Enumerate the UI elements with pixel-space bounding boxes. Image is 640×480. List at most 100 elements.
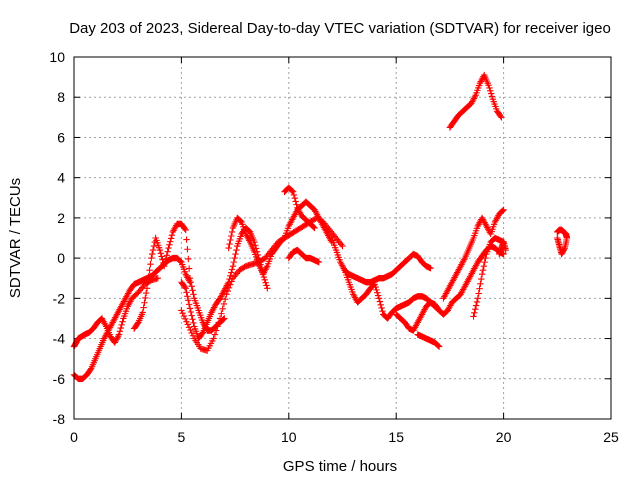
data-point bbox=[178, 307, 185, 314]
series-track-12 bbox=[414, 331, 443, 350]
data-point bbox=[500, 206, 507, 214]
data-point bbox=[182, 285, 189, 292]
x-tick-label: 0 bbox=[70, 429, 78, 445]
data-point bbox=[168, 231, 176, 239]
data-point bbox=[220, 316, 227, 323]
data-point bbox=[185, 297, 192, 304]
data-point bbox=[219, 305, 226, 312]
data-point bbox=[487, 87, 494, 94]
series-track-7 bbox=[281, 184, 318, 232]
data-point bbox=[374, 292, 382, 299]
series-track-15 bbox=[496, 238, 509, 258]
data-points bbox=[70, 71, 571, 382]
data-point bbox=[311, 224, 318, 232]
data-point bbox=[187, 308, 195, 316]
data-point bbox=[481, 258, 488, 266]
data-point bbox=[291, 194, 299, 202]
data-point bbox=[182, 315, 189, 323]
data-point bbox=[482, 254, 489, 262]
data-point bbox=[143, 285, 151, 292]
data-point bbox=[280, 235, 287, 243]
chart-title: Day 203 of 2023, Sidereal Day-to-day VTE… bbox=[69, 20, 611, 37]
data-point bbox=[485, 81, 492, 89]
data-point bbox=[261, 276, 268, 284]
data-point bbox=[373, 286, 380, 294]
data-point bbox=[148, 254, 155, 262]
y-tick-label: 4 bbox=[57, 170, 65, 186]
data-point bbox=[218, 310, 225, 317]
data-point bbox=[215, 319, 222, 326]
data-point bbox=[229, 262, 237, 270]
data-point bbox=[289, 188, 297, 195]
data-point bbox=[144, 279, 152, 286]
data-point bbox=[375, 295, 383, 302]
data-point bbox=[180, 312, 188, 320]
data-point bbox=[502, 246, 509, 254]
data-point bbox=[554, 234, 561, 242]
data-point bbox=[222, 295, 229, 303]
data-point bbox=[374, 289, 381, 296]
data-point bbox=[167, 235, 175, 242]
data-point bbox=[163, 252, 170, 259]
data-point bbox=[149, 246, 157, 254]
data-point bbox=[150, 242, 158, 250]
data-point bbox=[156, 246, 164, 254]
series-track-13 bbox=[440, 206, 507, 302]
data-point bbox=[190, 319, 197, 327]
data-point bbox=[183, 236, 190, 243]
data-point bbox=[290, 191, 298, 199]
data-point bbox=[157, 250, 164, 257]
data-point bbox=[376, 298, 384, 305]
data-point bbox=[478, 271, 486, 278]
data-point bbox=[165, 244, 172, 252]
data-point bbox=[472, 305, 479, 313]
x-tick-label: 25 bbox=[603, 429, 619, 445]
data-point bbox=[186, 305, 194, 312]
data-point bbox=[479, 266, 487, 274]
data-point bbox=[189, 287, 196, 294]
data-point bbox=[292, 198, 299, 205]
data-point bbox=[141, 299, 148, 306]
data-point bbox=[188, 329, 195, 337]
data-point bbox=[228, 228, 236, 236]
data-point bbox=[487, 90, 495, 97]
data-point bbox=[158, 253, 165, 260]
data-point bbox=[478, 275, 485, 283]
data-point bbox=[184, 246, 191, 253]
data-point bbox=[228, 232, 235, 240]
x-tick-label: 15 bbox=[388, 429, 404, 445]
data-point bbox=[473, 298, 481, 306]
data-point bbox=[145, 273, 152, 280]
data-point bbox=[161, 259, 169, 266]
data-point bbox=[189, 316, 196, 323]
data-point bbox=[148, 250, 156, 258]
data-point bbox=[477, 280, 484, 288]
data-point bbox=[212, 327, 220, 334]
y-tick-label: -4 bbox=[53, 331, 66, 347]
data-point bbox=[232, 250, 239, 258]
data-point bbox=[220, 300, 228, 308]
plot-frame bbox=[73, 56, 612, 420]
data-point bbox=[378, 304, 385, 312]
y-tick-label: 0 bbox=[57, 250, 65, 266]
data-point bbox=[182, 226, 189, 234]
data-point bbox=[237, 217, 244, 225]
data-point bbox=[435, 342, 442, 349]
data-point bbox=[214, 323, 221, 330]
data-point bbox=[486, 84, 493, 92]
data-point bbox=[427, 264, 434, 272]
axis-ticks: 0 5 10 15 20 25 -8 -6 -4 -2 0 2 4 6 8 10 bbox=[49, 49, 619, 445]
data-point bbox=[146, 266, 153, 274]
data-point bbox=[480, 262, 488, 270]
data-point bbox=[472, 302, 480, 309]
y-tick-label: 2 bbox=[57, 210, 65, 226]
data-point bbox=[185, 265, 193, 272]
data-point bbox=[166, 241, 173, 249]
data-point bbox=[293, 201, 300, 208]
data-point bbox=[310, 223, 317, 231]
data-point bbox=[184, 293, 191, 300]
data-point bbox=[475, 290, 482, 297]
data-point bbox=[164, 248, 171, 255]
data-point bbox=[183, 318, 190, 325]
